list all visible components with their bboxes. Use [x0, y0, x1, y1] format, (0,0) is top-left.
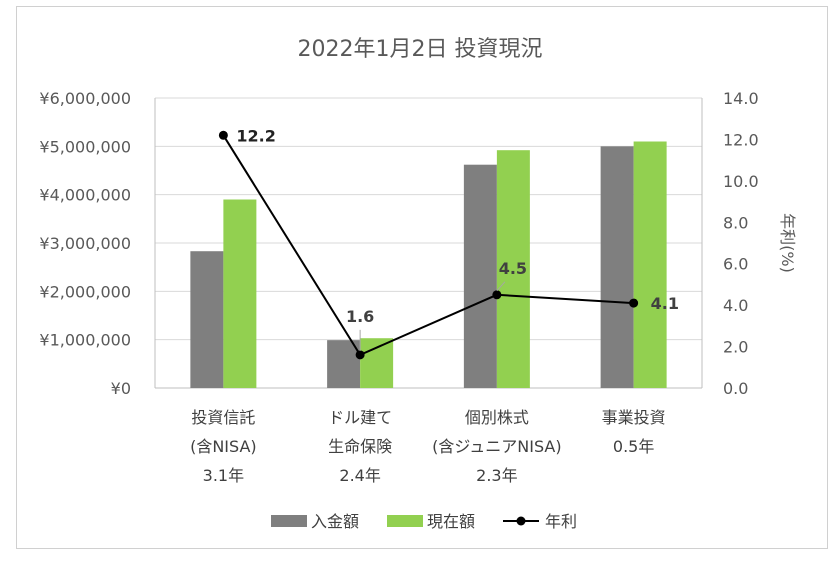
right-axis-tick: 8.0 — [723, 213, 748, 232]
data-label: 4.5 — [499, 259, 527, 278]
legend-marker — [516, 516, 526, 526]
category-label: ドル建て — [328, 408, 392, 427]
category-label: 3.1年 — [203, 466, 244, 485]
right-axis-tick: 10.0 — [723, 172, 759, 191]
right-axis-label: 年利(%) — [778, 213, 797, 273]
data-label: 4.1 — [651, 294, 679, 313]
right-axis-tick: 2.0 — [723, 338, 748, 357]
line-marker — [218, 130, 228, 140]
bar-current — [223, 199, 257, 388]
left-axis-tick: ¥5,000,000 — [39, 137, 131, 156]
bar-deposit — [600, 146, 634, 388]
line-series: 12.2 1.6 4.5 4.1 — [218, 126, 679, 360]
left-axis-tick: ¥0 — [111, 379, 131, 398]
right-axis-tick: 6.0 — [723, 255, 748, 274]
legend-item: 年利 — [503, 512, 577, 531]
category-label: 0.5年 — [613, 437, 654, 456]
category-label: (含NISA) — [190, 437, 257, 456]
bar-series — [190, 141, 667, 388]
category-label: 生命保険 — [328, 437, 392, 456]
right-axis-tick: 0.0 — [723, 379, 748, 398]
left-axis-tick: ¥6,000,000 — [39, 89, 131, 108]
bar-current — [633, 141, 667, 388]
bar-deposit — [463, 164, 497, 388]
legend-label: 入金額 — [311, 512, 359, 531]
legend-label: 現在額 — [427, 512, 475, 531]
left-axis-tick: ¥1,000,000 — [39, 331, 131, 350]
category-label: (含ジュニアNISA) — [432, 437, 561, 456]
bar-current — [496, 150, 530, 388]
line-marker — [492, 290, 502, 300]
category-label: 2.4年 — [339, 466, 380, 485]
data-label: 1.6 — [346, 307, 374, 326]
legend-item: 入金額 — [271, 512, 359, 531]
left-axis-tick: ¥4,000,000 — [39, 186, 131, 205]
category-label: 個別株式 — [465, 408, 529, 427]
left-axis-tick: ¥3,000,000 — [39, 234, 131, 253]
category-label: 事業投資 — [602, 408, 666, 427]
line-marker — [629, 298, 639, 308]
data-label: 12.2 — [236, 126, 275, 145]
bar-current — [360, 338, 394, 388]
right-axis-tick: 4.0 — [723, 296, 748, 315]
category-label: 投資信託 — [191, 408, 255, 427]
line-marker — [355, 350, 365, 360]
data-label-leader — [496, 281, 506, 292]
right-axis-tick: 14.0 — [723, 89, 759, 108]
bar-deposit — [327, 340, 361, 388]
legend: 入金額 現在額 年利 — [271, 512, 577, 531]
legend-item: 現在額 — [387, 512, 475, 531]
left-axis-tick: ¥2,000,000 — [39, 282, 131, 301]
legend-swatch — [271, 515, 307, 527]
chart-frame — [16, 6, 828, 549]
chart-title: 2022年1月2日 投資現況 — [298, 37, 543, 62]
category-label: 2.3年 — [476, 466, 517, 485]
annual-return-line — [222, 134, 634, 357]
legend-label: 年利 — [545, 512, 577, 531]
legend-swatch — [387, 515, 423, 527]
bar-deposit — [190, 251, 224, 388]
right-axis-tick: 12.0 — [723, 130, 759, 149]
